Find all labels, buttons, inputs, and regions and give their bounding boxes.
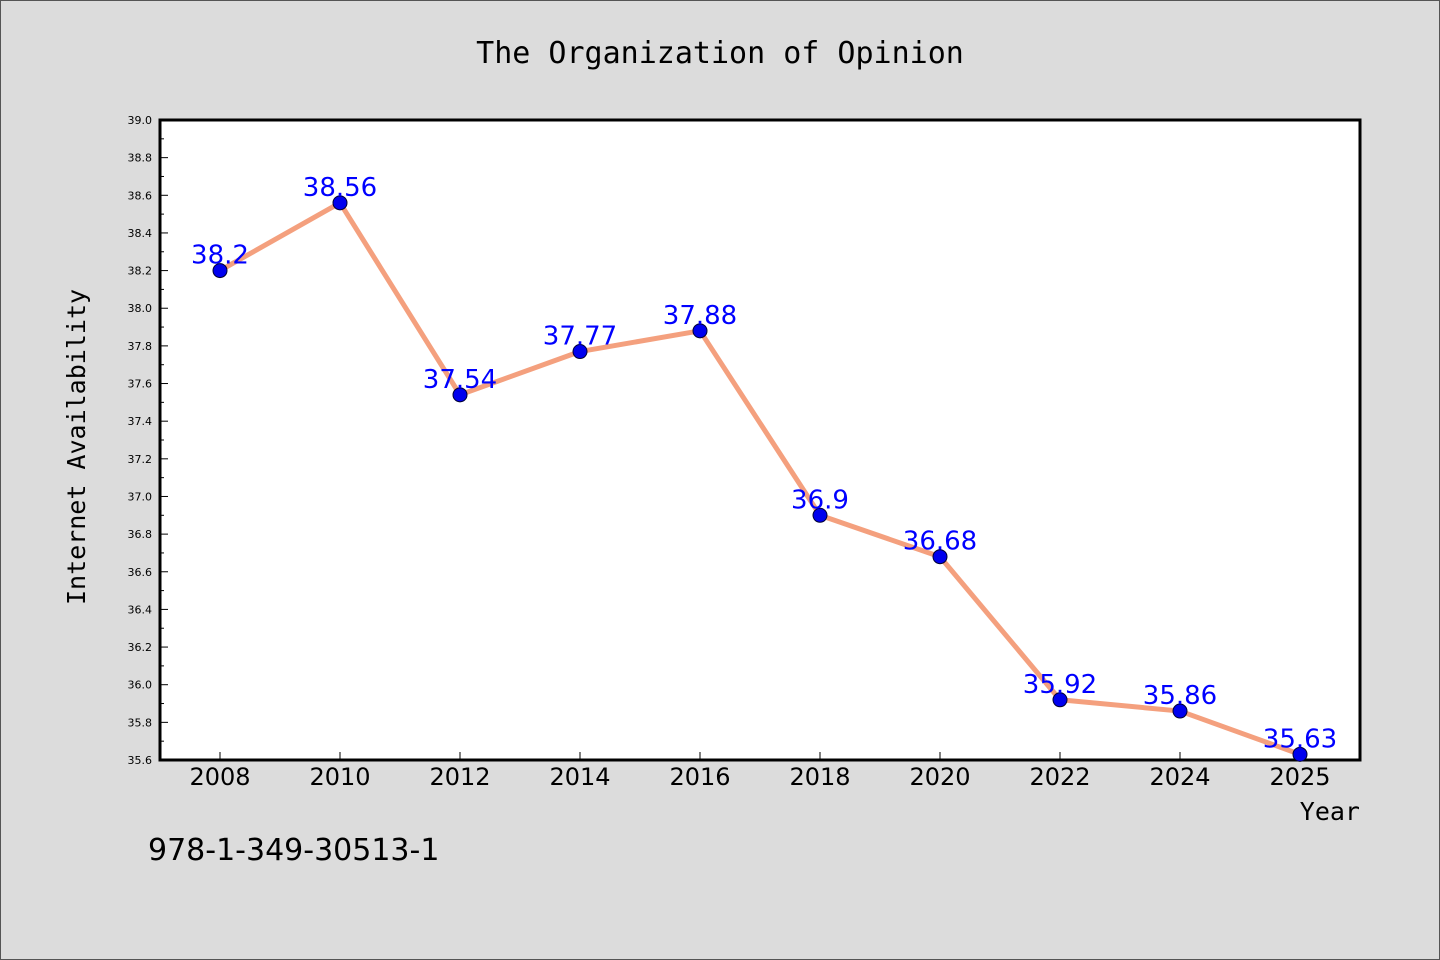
- data-point: [332, 195, 348, 211]
- data-label: 37.77: [543, 322, 617, 352]
- data-label: 36.9: [791, 485, 849, 515]
- y-tick-label: 37.4: [128, 415, 153, 428]
- y-tick-label: 37.0: [128, 490, 153, 503]
- y-tick-label: 35.6: [128, 754, 153, 767]
- isbn-text: 978-1-349-30513-1: [148, 833, 440, 868]
- x-tick-label: 2020: [909, 763, 970, 791]
- x-axis-label: Year: [1300, 797, 1360, 826]
- chart-title: The Organization of Opinion: [476, 36, 964, 71]
- data-point: [692, 323, 708, 339]
- plot-area: [158, 118, 1362, 762]
- y-axis: 35.6 35.8 36.0 36.2 36.4 36.6 36.8 37.0 37.2 37.4…: [128, 114, 168, 767]
- data-label: 35.92: [1023, 670, 1097, 700]
- data-point: [572, 344, 588, 360]
- data-label: 35.63: [1263, 724, 1337, 754]
- y-tick-label: 38.0: [128, 302, 153, 315]
- y-axis-label: Internet Availability: [62, 289, 91, 605]
- data-label: 37.88: [663, 301, 737, 331]
- x-axis: 2008 2010 2012 2014 2016 2018 2020 2022 2024 2025: [189, 752, 1331, 791]
- x-tick-label: 2018: [789, 763, 850, 791]
- y-tick-label: 36.4: [128, 603, 153, 616]
- data-label: 36.68: [903, 527, 977, 557]
- y-tick-label: 35.8: [128, 716, 153, 729]
- x-tick-label: 2025: [1269, 763, 1330, 791]
- x-tick-label: 2008: [189, 763, 250, 791]
- y-tick-label: 37.6: [128, 378, 153, 391]
- data-point: [812, 507, 828, 523]
- y-tick-label: 36.0: [128, 679, 153, 692]
- series-line: [218, 200, 1301, 757]
- data-label: 35.86: [1143, 681, 1217, 711]
- x-tick-label: 2010: [309, 763, 370, 791]
- y-tick-label: 38.8: [128, 152, 153, 165]
- data-point: [212, 263, 228, 279]
- y-tick-label: 39.0: [128, 114, 153, 127]
- data-label: 38.56: [303, 173, 377, 203]
- x-tick-label: 2024: [1149, 763, 1210, 791]
- data-point: [1052, 692, 1068, 708]
- data-point: [1172, 703, 1188, 719]
- data-label: 37.54: [423, 365, 497, 395]
- data-point: [1292, 746, 1308, 762]
- y-tick-label: 36.8: [128, 528, 153, 541]
- x-tick-label: 2012: [429, 763, 490, 791]
- x-tick-label: 2014: [549, 763, 610, 791]
- y-tick-label: 36.6: [128, 566, 153, 579]
- x-tick-label: 2022: [1029, 763, 1090, 791]
- data-point: [452, 387, 468, 403]
- y-tick-label: 37.8: [128, 340, 153, 353]
- y-tick-label: 38.4: [128, 227, 153, 240]
- data-label: 38.2: [191, 241, 249, 271]
- y-tick-label: 36.2: [128, 641, 153, 654]
- x-tick-label: 2016: [669, 763, 730, 791]
- y-tick-label: 37.2: [128, 453, 153, 466]
- y-tick-label: 38.6: [128, 189, 153, 202]
- data-point: [932, 549, 948, 565]
- y-tick-label: 38.2: [128, 265, 153, 278]
- series-group: 38.2 38.56 37.54 37.77 37.88 36.9 36.68 35.92 35…: [191, 173, 1337, 762]
